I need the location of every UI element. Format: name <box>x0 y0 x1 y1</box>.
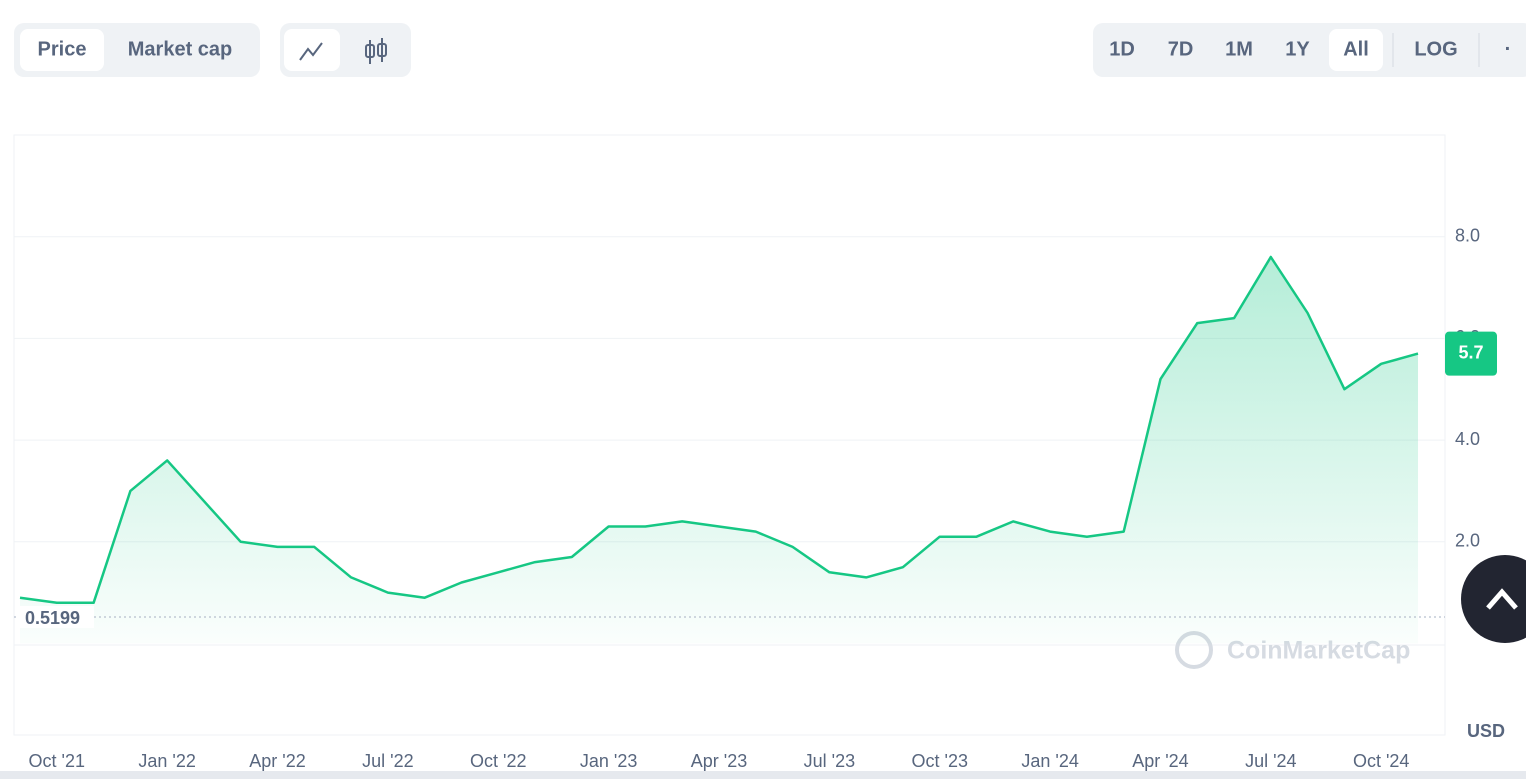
price-line <box>19 255 1419 605</box>
range-tab[interactable]: 7D <box>1168 38 1194 60</box>
y-tick-label: 4.0 <box>1455 429 1480 449</box>
scrollbar <box>0 771 1526 779</box>
log-tab[interactable]: LOG <box>1414 38 1457 60</box>
x-tick-label: Jan '23 <box>580 751 637 771</box>
x-tick-label: Apr '22 <box>249 751 305 771</box>
current-price-badge <box>1445 331 1497 376</box>
y-tick-label: 8.0 <box>1455 225 1480 245</box>
x-tick-label: Jul '22 <box>362 751 413 771</box>
x-tick-label: Oct '24 <box>1353 751 1409 771</box>
current-price-label: 5.7 <box>1458 342 1483 362</box>
more-button[interactable]: · <box>1505 38 1512 60</box>
x-tick-label: Jan '24 <box>1021 751 1078 771</box>
x-tick-label: Oct '22 <box>470 751 526 771</box>
view-tab[interactable]: Price <box>38 38 87 60</box>
x-tick-label: Oct '23 <box>912 751 968 771</box>
tab-active-bg <box>20 29 104 71</box>
range-tab[interactable]: 1M <box>1225 38 1253 60</box>
x-tick-label: Oct '21 <box>29 751 85 771</box>
range-tab[interactable]: 1D <box>1109 38 1135 60</box>
tab-active-bg <box>1329 29 1383 71</box>
area <box>20 257 1418 644</box>
start-price-label: 0.5199 <box>25 608 80 628</box>
currency-label: USD <box>1467 721 1505 741</box>
view-tab[interactable]: Market cap <box>128 38 233 60</box>
line-chart-icon <box>299 42 323 61</box>
y-tick-label: 2.0 <box>1455 531 1480 551</box>
range-tab[interactable]: All <box>1343 38 1369 60</box>
x-tick-label: Jan '22 <box>138 751 195 771</box>
x-tick-label: Jul '23 <box>804 751 855 771</box>
x-tick-label: Jul '24 <box>1245 751 1296 771</box>
start-price-bg <box>18 606 94 629</box>
range-tab[interactable]: 1Y <box>1285 38 1310 60</box>
x-tick-label: Apr '23 <box>691 751 747 771</box>
plot-frame <box>13 134 1446 736</box>
candle-chart-button[interactable] <box>365 38 387 64</box>
range-toggle <box>1093 23 1526 77</box>
line-chart-button[interactable] <box>284 29 340 71</box>
scroll-top-icon <box>1486 588 1518 610</box>
x-tick-label: Apr '24 <box>1132 751 1188 771</box>
